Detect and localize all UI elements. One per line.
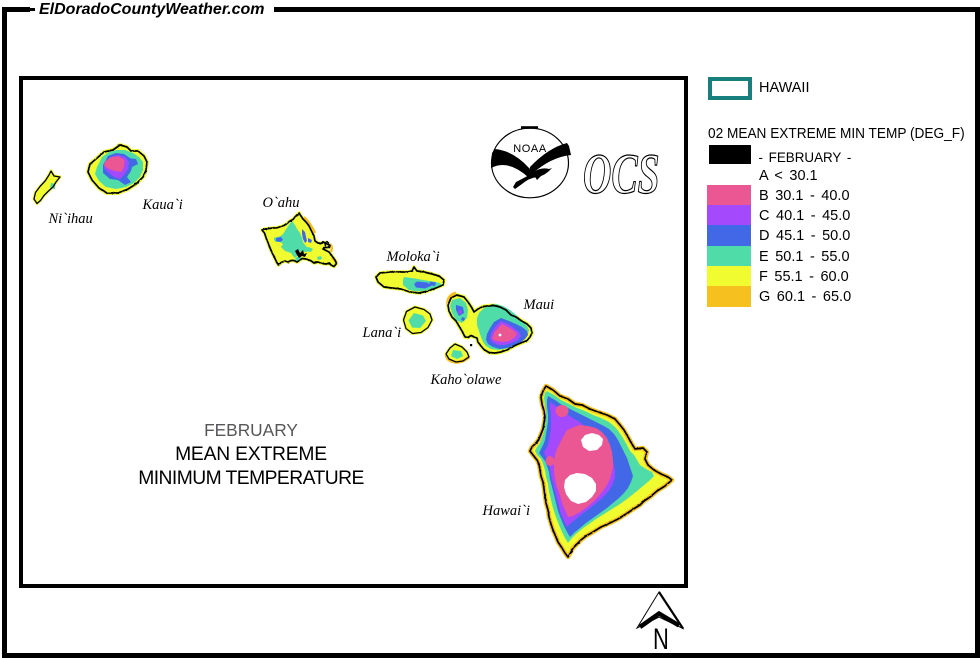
svg-text:NOAA: NOAA <box>513 143 547 155</box>
